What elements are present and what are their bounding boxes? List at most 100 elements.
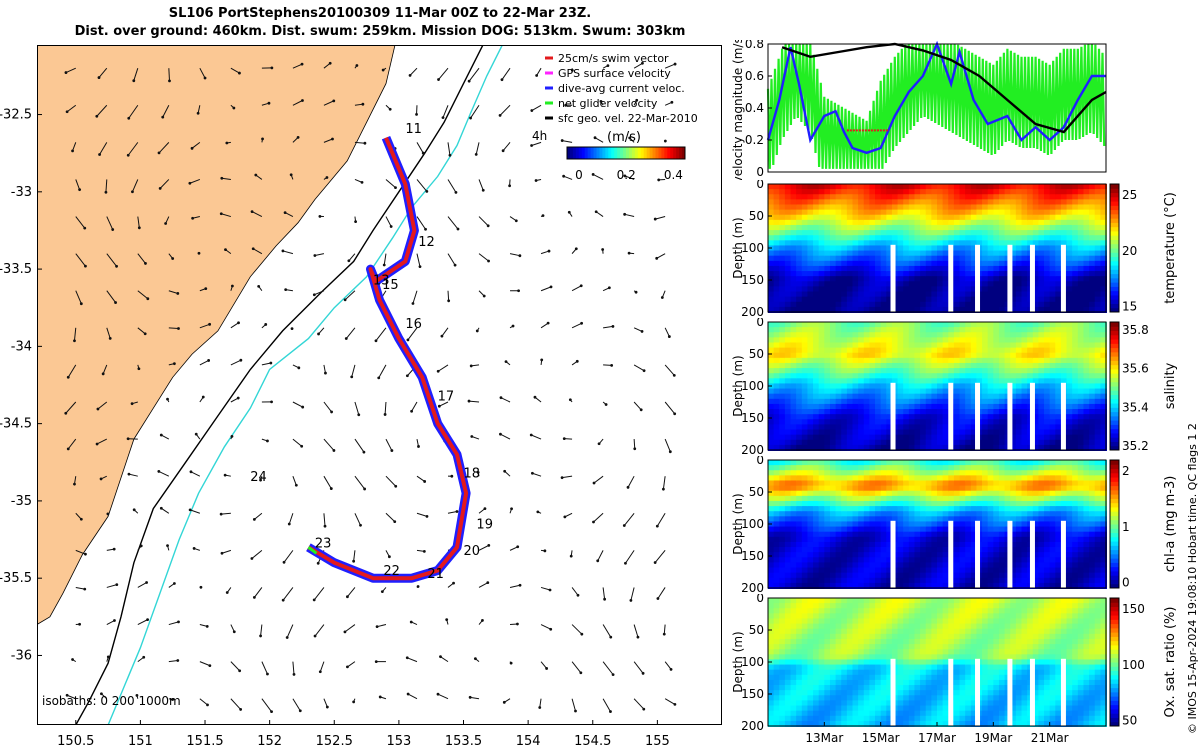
heat-cell: [784, 511, 792, 518]
heat-cell: [970, 301, 978, 308]
heat-cell: [993, 434, 1000, 441]
heat-cell: [1044, 265, 1051, 273]
heat-cell: [1021, 286, 1029, 293]
heat-cell: [813, 572, 820, 579]
heat-cell: [858, 398, 865, 405]
heat-cell: [846, 424, 854, 431]
arrow-head: [452, 581, 455, 585]
arrow-head: [157, 151, 161, 155]
heat-cell: [908, 475, 916, 482]
heat-cell: [824, 194, 831, 201]
heat-cell: [914, 271, 922, 278]
heat-cell: [897, 582, 905, 589]
heat-cell: [852, 378, 860, 385]
velocity-arrow: [137, 364, 141, 371]
arrow-shaft: [447, 253, 456, 266]
heat-cell: [982, 409, 989, 416]
heat-cell: [920, 557, 927, 564]
heat-cell: [1010, 301, 1017, 308]
heat-cell: [852, 439, 860, 446]
heat-cell: [931, 567, 938, 574]
heat-cell: [953, 327, 961, 334]
heat-cell: [897, 388, 905, 395]
heat-cell: [925, 388, 933, 395]
arrow-head: [78, 188, 82, 192]
heat-cell: [1027, 368, 1034, 375]
heat-cell: [987, 409, 995, 416]
heat-cell: [824, 271, 831, 278]
heat-cell: [773, 500, 781, 508]
heat-cell: [976, 235, 984, 242]
heat-cell: [897, 521, 905, 528]
arrow-head: [486, 224, 490, 228]
heat-cell: [784, 460, 792, 467]
heat-cell: [784, 567, 792, 574]
heat-cell: [1010, 291, 1017, 298]
velocity-arrow: [199, 395, 205, 403]
arrow-head: [468, 695, 472, 699]
heat-cell: [1032, 373, 1040, 380]
heat-cell: [1049, 301, 1057, 308]
heat-cell: [914, 204, 922, 211]
colorbar-cell: [1110, 339, 1119, 344]
data-gap: [948, 244, 954, 312]
heat-cell: [982, 444, 989, 451]
heat-cell: [801, 250, 809, 257]
heat-cell: [1100, 255, 1107, 262]
heat-cell: [863, 541, 871, 549]
heat-cell: [790, 424, 798, 431]
heat-cell: [818, 434, 826, 441]
chart-title-line1: SL106 PortStephens20100309 11-Mar 00Z to…: [168, 6, 592, 21]
arrow-shaft: [168, 660, 178, 663]
heat-cell: [914, 368, 922, 375]
arrow-head: [83, 587, 87, 591]
heat-cell: [773, 219, 781, 226]
heat-cell: [1004, 184, 1012, 191]
arrow-head: [388, 107, 392, 111]
velocity-arrow: [137, 327, 147, 336]
heat-cell: [773, 362, 781, 370]
heat-cell: [1089, 301, 1096, 308]
heat-cell: [993, 362, 1000, 370]
heat-cell: [863, 184, 871, 191]
heat-cell: [1089, 434, 1096, 441]
heat-cell: [925, 409, 933, 416]
heat-cell: [1021, 194, 1029, 201]
heat-cell: [863, 214, 871, 221]
heat-cell: [993, 194, 1000, 201]
heat-cell: [841, 271, 848, 278]
heat-cell: [998, 301, 1006, 308]
arrow-head: [352, 559, 356, 563]
heat-cell: [818, 184, 826, 191]
arrow-shaft: [593, 475, 604, 484]
heat-cell: [908, 398, 916, 405]
heat-cell: [875, 332, 882, 339]
y-tick-label: 0: [756, 180, 764, 191]
heat-cell: [813, 368, 820, 375]
heat-cell: [897, 403, 905, 411]
heat-cell: [768, 219, 775, 226]
heat-cell: [1066, 235, 1074, 242]
heat-cell: [1038, 265, 1046, 273]
heat-cell: [1038, 362, 1046, 370]
colorbar-cell: [1110, 282, 1119, 287]
heat-cell: [908, 536, 916, 543]
heat-cell: [858, 209, 865, 216]
arrow-shaft: [536, 67, 542, 76]
heat-cell: [813, 265, 820, 273]
heat-cell: [982, 255, 989, 262]
heat-cell: [931, 240, 938, 247]
heat-cell: [925, 337, 933, 344]
heat-cell: [852, 495, 860, 502]
heat-cell: [818, 547, 826, 554]
heat-cell: [1066, 439, 1074, 446]
heat-cell: [1038, 250, 1046, 257]
heat-cell: [784, 255, 792, 262]
heat-cell: [824, 296, 831, 303]
heat-cell: [1010, 276, 1017, 283]
arrow-shaft: [447, 216, 459, 230]
heat-cell: [796, 424, 803, 431]
heat-cell: [768, 373, 775, 380]
heat-cell: [1094, 373, 1102, 380]
velocity-arrow: [261, 438, 269, 443]
